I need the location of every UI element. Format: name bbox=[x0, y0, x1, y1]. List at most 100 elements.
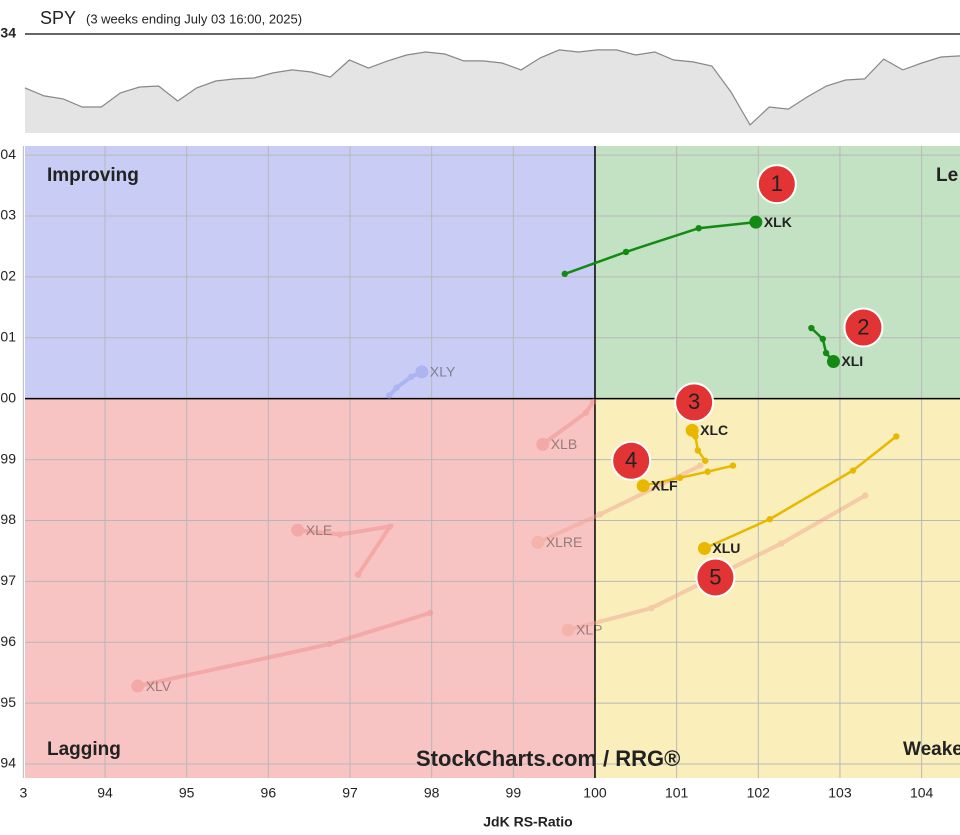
tail-point bbox=[648, 604, 655, 612]
head-point bbox=[291, 523, 305, 537]
tail: XLRE bbox=[531, 462, 704, 550]
x-tick-label: 3 bbox=[19, 785, 27, 801]
tail-line bbox=[703, 435, 898, 550]
tail-point bbox=[386, 392, 393, 399]
quadrant-label: Lagging bbox=[47, 739, 121, 760]
y-tick-label: 99 bbox=[0, 450, 16, 466]
badge-label: 5 bbox=[709, 564, 721, 589]
series-label: XLP bbox=[576, 622, 602, 638]
series-label: XLF bbox=[651, 477, 678, 493]
series-label: XLK bbox=[764, 214, 792, 230]
series-label: XLE bbox=[306, 522, 332, 538]
tail: XLU bbox=[697, 433, 900, 556]
x-tick-label: 95 bbox=[179, 785, 195, 801]
badge bbox=[756, 164, 797, 205]
tail-point bbox=[596, 511, 604, 518]
series-label: XLRE bbox=[546, 534, 583, 550]
tail-point bbox=[702, 457, 709, 464]
tail-line bbox=[642, 464, 734, 487]
tail-point bbox=[704, 468, 711, 475]
x-tick-label: 99 bbox=[506, 785, 522, 801]
tail-line bbox=[536, 463, 702, 545]
price-line bbox=[24, 49, 960, 126]
tail-point bbox=[849, 467, 857, 474]
tail-point bbox=[822, 349, 830, 357]
tail-point bbox=[819, 335, 827, 343]
quadrant bbox=[25, 146, 595, 399]
x-tick-label: 100 bbox=[583, 785, 607, 801]
badge bbox=[674, 382, 715, 423]
y-tick-label: 01 bbox=[0, 328, 16, 344]
tail-point bbox=[777, 540, 785, 547]
y-tick-label: 02 bbox=[0, 268, 16, 284]
tail-point bbox=[622, 248, 630, 256]
x-tick-label: 102 bbox=[747, 785, 771, 801]
x-tick-label: 104 bbox=[910, 785, 934, 801]
head-point bbox=[749, 215, 763, 229]
quadrant-label: Le bbox=[936, 165, 958, 186]
tail: XLF bbox=[636, 462, 737, 493]
tail-point bbox=[697, 462, 704, 469]
tail-point bbox=[582, 409, 590, 416]
quadrant-label: Weake bbox=[903, 739, 960, 760]
tail: XLI bbox=[808, 324, 863, 369]
series-label: XLI bbox=[841, 353, 863, 369]
x-tick-label: 97 bbox=[342, 785, 358, 801]
tail-point bbox=[590, 398, 597, 405]
series-label: XLY bbox=[430, 364, 456, 380]
tail-point bbox=[729, 462, 737, 469]
panel-subtitle: (3 weeks ending July 03 16:00, 2025) bbox=[86, 11, 302, 26]
tail-point bbox=[808, 324, 815, 332]
x-tick-label: 101 bbox=[665, 785, 689, 801]
quadrant bbox=[25, 398, 595, 778]
tail-point bbox=[354, 571, 362, 578]
tail-line bbox=[137, 611, 431, 689]
badge-label: 3 bbox=[688, 389, 700, 414]
tail-point bbox=[408, 373, 415, 380]
watermark: StockCharts.com / RRG® bbox=[416, 746, 680, 771]
series-label: XLC bbox=[700, 422, 728, 438]
head-point bbox=[826, 355, 840, 369]
quadrant-label: Improving bbox=[47, 165, 139, 186]
tail: XLB bbox=[536, 398, 597, 452]
x-axis-label: JdK RS-Ratio bbox=[483, 814, 572, 830]
badge bbox=[695, 557, 736, 598]
tail-point bbox=[862, 492, 869, 499]
tail-point bbox=[676, 474, 684, 482]
head-point bbox=[636, 479, 650, 493]
tail-point bbox=[694, 447, 702, 454]
tail: XLY bbox=[386, 364, 456, 399]
tail-line bbox=[564, 220, 757, 276]
head-point bbox=[415, 365, 429, 379]
tail: XLV bbox=[131, 609, 434, 694]
head-point bbox=[561, 623, 575, 637]
head-point bbox=[536, 437, 550, 451]
tail-point bbox=[326, 640, 333, 648]
y-tick-label: 95 bbox=[0, 694, 16, 710]
y-tick-label: 97 bbox=[0, 572, 16, 588]
y-tick-label: 98 bbox=[0, 511, 16, 527]
tail-line bbox=[297, 523, 395, 576]
y-tick-label: 04 bbox=[0, 146, 16, 162]
y-tick-label: 94 bbox=[0, 755, 16, 771]
panel-title: SPY bbox=[40, 8, 76, 28]
quadrant bbox=[594, 398, 960, 778]
head-point bbox=[131, 679, 145, 693]
badge-label: 4 bbox=[625, 448, 637, 473]
y-tick-label: 96 bbox=[0, 633, 16, 649]
badge-label: 2 bbox=[857, 314, 869, 339]
series-label: XLV bbox=[146, 678, 172, 694]
x-tick-label: 103 bbox=[828, 785, 852, 801]
tail-point bbox=[337, 531, 344, 538]
tail-point bbox=[695, 224, 702, 232]
tail-point bbox=[386, 523, 394, 530]
price-area bbox=[25, 49, 960, 133]
badge bbox=[843, 307, 884, 348]
tail-point bbox=[893, 433, 900, 440]
tail-point bbox=[561, 270, 568, 278]
tail-point bbox=[393, 384, 400, 391]
tail-line bbox=[541, 400, 595, 446]
x-tick-label: 96 bbox=[261, 785, 277, 801]
tail: XLC bbox=[685, 422, 728, 464]
